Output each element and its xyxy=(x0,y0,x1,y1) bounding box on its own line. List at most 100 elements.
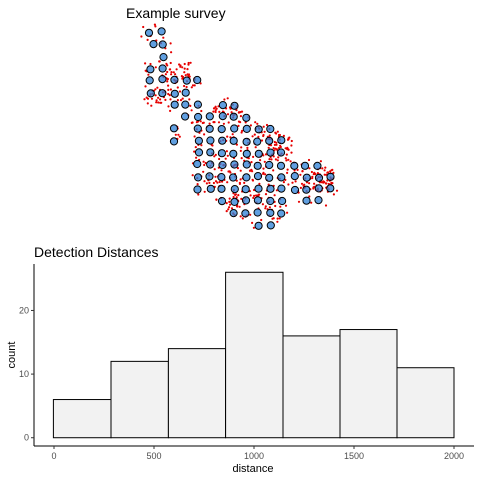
histogram-bar xyxy=(111,361,168,437)
survey-point-marker xyxy=(255,185,262,192)
detection-point xyxy=(150,105,152,107)
detection-point xyxy=(252,179,254,181)
detection-point xyxy=(170,88,172,90)
detection-point xyxy=(144,62,146,64)
detection-point xyxy=(169,110,171,112)
survey-point-marker xyxy=(159,90,166,97)
survey-point-marker xyxy=(267,209,274,216)
detection-point xyxy=(159,102,161,104)
survey-point-marker xyxy=(243,138,250,145)
detection-point xyxy=(190,62,192,64)
detection-point xyxy=(329,170,331,172)
detection-point xyxy=(166,71,168,73)
detection-point xyxy=(242,217,244,219)
detection-point xyxy=(187,64,189,66)
y-tick-label: 10 xyxy=(19,369,29,379)
detection-point xyxy=(276,221,278,223)
survey-point-marker xyxy=(170,125,177,132)
detection-point xyxy=(268,147,270,149)
detection-point xyxy=(157,101,159,103)
survey-point-marker xyxy=(243,114,250,121)
survey-point-marker xyxy=(254,197,261,204)
detection-point xyxy=(250,194,252,196)
detection-point xyxy=(239,206,241,208)
histogram-bar xyxy=(226,272,283,437)
survey-point-marker xyxy=(278,137,285,144)
detection-point xyxy=(169,68,171,70)
survey-point-marker xyxy=(147,66,154,73)
survey-point-marker xyxy=(218,150,225,157)
survey-point-marker xyxy=(231,198,238,205)
detection-point xyxy=(269,206,271,208)
detection-point xyxy=(298,201,300,203)
survey-point-marker xyxy=(231,125,238,132)
histogram-panel: Detection Distances 01020 0 500 1000 1500 20… xyxy=(6,244,474,475)
detection-point xyxy=(220,169,222,171)
survey-point-marker xyxy=(315,174,322,181)
survey-point-marker xyxy=(327,185,334,192)
detection-point xyxy=(218,158,220,160)
detection-point xyxy=(170,42,172,44)
survey-point-marker xyxy=(291,173,298,180)
histogram-bar xyxy=(53,400,111,438)
survey-point-marker xyxy=(159,41,166,48)
detection-point xyxy=(288,137,290,139)
detection-point xyxy=(231,207,233,209)
survey-point-marker xyxy=(160,54,167,61)
detection-point xyxy=(174,73,176,75)
survey-point-marker xyxy=(242,210,249,217)
detection-point xyxy=(262,173,264,175)
detection-point xyxy=(225,158,227,160)
y-axis-label: count xyxy=(6,342,18,369)
detection-point xyxy=(229,204,231,206)
survey-point-marker xyxy=(206,113,213,120)
survey-point-marker xyxy=(230,137,237,144)
detection-point xyxy=(287,183,289,185)
detection-point xyxy=(215,180,217,182)
detection-point xyxy=(180,99,182,101)
detection-point xyxy=(162,37,164,39)
survey-point-marker xyxy=(279,197,286,204)
survey-point-marker xyxy=(183,77,190,84)
detection-point xyxy=(308,182,310,184)
detection-point xyxy=(228,121,230,123)
survey-point-marker xyxy=(315,197,322,204)
detection-point xyxy=(156,99,158,101)
survey-point-marker xyxy=(171,76,178,83)
survey-point-marker xyxy=(242,197,249,204)
detection-point xyxy=(255,146,257,148)
detection-point xyxy=(235,193,237,195)
survey-point-marker xyxy=(315,185,322,192)
survey-points-layer xyxy=(140,24,338,230)
detection-point xyxy=(147,98,149,100)
survey-point-marker xyxy=(219,161,226,168)
survey-point-marker xyxy=(182,89,189,96)
survey-point-marker xyxy=(267,222,274,229)
detection-point xyxy=(320,160,322,162)
detection-point xyxy=(182,98,184,100)
detection-point xyxy=(191,109,193,111)
detection-point xyxy=(213,121,215,123)
detection-point xyxy=(266,124,268,126)
survey-point-marker xyxy=(254,162,261,169)
detection-point xyxy=(273,147,275,149)
detection-point xyxy=(313,172,315,174)
detection-point xyxy=(262,203,264,205)
detection-point xyxy=(279,217,281,219)
detection-point xyxy=(170,71,172,73)
detection-point xyxy=(184,63,186,65)
survey-point-marker xyxy=(255,222,262,229)
detection-point xyxy=(167,89,169,91)
detection-point xyxy=(194,135,196,137)
detection-point xyxy=(299,174,301,176)
histogram-title: Detection Distances xyxy=(34,244,159,260)
detection-point xyxy=(184,68,186,70)
survey-point-marker xyxy=(243,174,250,181)
detection-point xyxy=(226,181,228,183)
survey-point-marker xyxy=(171,101,178,108)
detection-point xyxy=(169,94,171,96)
detection-point xyxy=(297,169,299,171)
detection-point xyxy=(223,98,225,100)
detection-point xyxy=(277,156,279,158)
survey-point-marker xyxy=(194,125,201,132)
